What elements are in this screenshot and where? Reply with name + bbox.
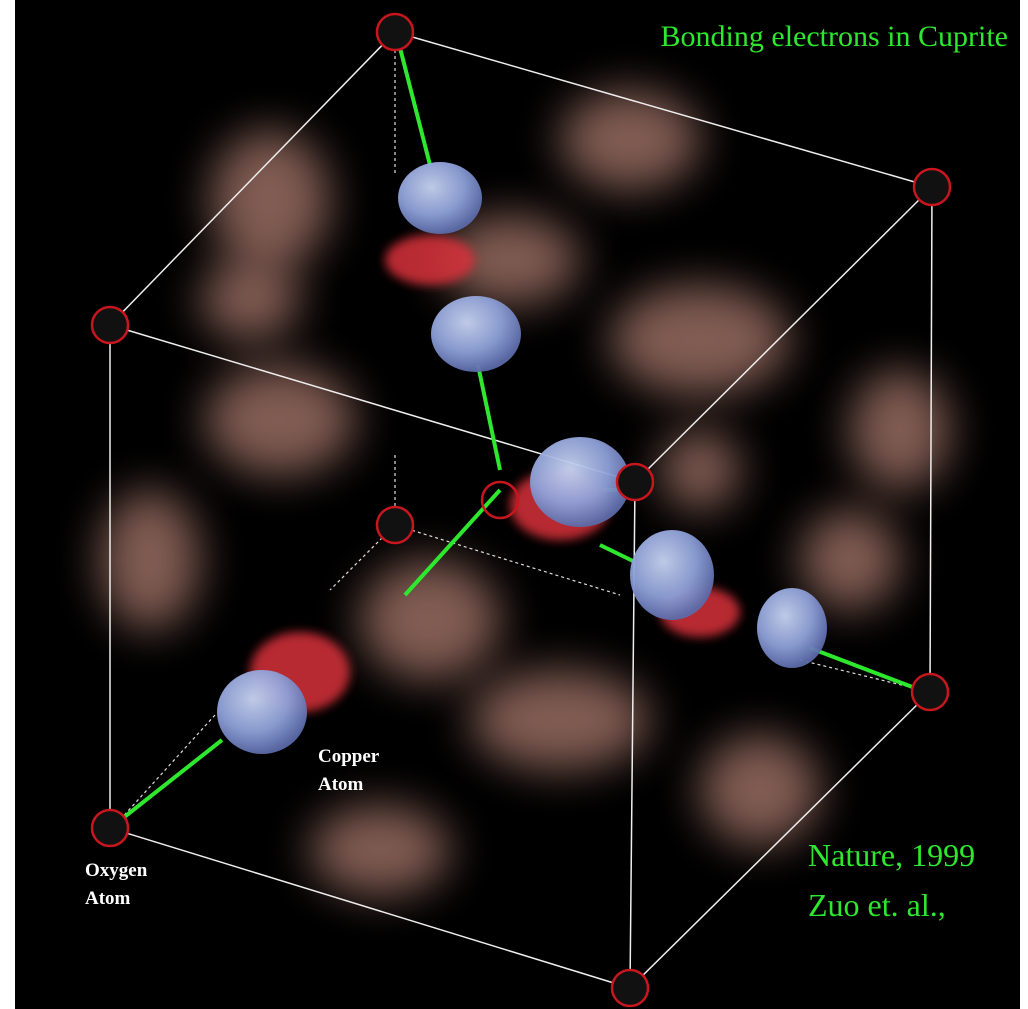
blue-lobe bbox=[530, 437, 630, 527]
red-lobe bbox=[385, 235, 475, 285]
oxygen-atom bbox=[92, 307, 128, 343]
blue-lobe bbox=[757, 588, 827, 668]
density-cloud bbox=[360, 560, 500, 680]
blue-lobe bbox=[431, 296, 521, 372]
oxygen-atom bbox=[377, 507, 413, 543]
page: Bonding electrons in Cuprite {"title": "… bbox=[0, 0, 1028, 1009]
density-cloud bbox=[310, 805, 450, 895]
density-cloud bbox=[850, 370, 950, 490]
density-cloud bbox=[210, 130, 330, 270]
density-cloud bbox=[800, 510, 900, 610]
density-cloud bbox=[470, 670, 650, 770]
citation: Zuo et. al., bbox=[808, 887, 946, 923]
oxygen-atom bbox=[912, 674, 948, 710]
blue-lobe bbox=[217, 670, 307, 754]
copper-label: Atom bbox=[318, 774, 364, 795]
oxygen-label: Atom bbox=[85, 888, 131, 909]
blue-lobe bbox=[398, 162, 482, 234]
density-cloud bbox=[560, 90, 700, 190]
density-cloud bbox=[660, 430, 740, 510]
density-cloud bbox=[700, 735, 820, 845]
oxygen-label: Oxygen bbox=[85, 860, 148, 881]
blue-lobe bbox=[630, 530, 714, 620]
title: Bonding electrons in Cuprite bbox=[661, 20, 1008, 53]
oxygen-atom bbox=[617, 464, 653, 500]
illustration: Bonding electrons in Cuprite Copper Atom… bbox=[0, 0, 1028, 1009]
oxygen-atom bbox=[92, 810, 128, 846]
body: Bonding electrons in Cuprite Copper Atom… bbox=[0, 0, 1028, 1009]
density-cloud bbox=[205, 365, 355, 475]
oxygen-atom bbox=[914, 169, 950, 205]
density-cloud bbox=[610, 285, 790, 395]
oxygen-atom bbox=[612, 970, 648, 1006]
copper-label: Copper bbox=[318, 746, 380, 767]
citation: Nature, 1999 bbox=[808, 837, 975, 873]
density-cloud bbox=[200, 260, 300, 340]
density-cloud bbox=[100, 490, 200, 630]
oxygen-atom bbox=[377, 14, 413, 50]
